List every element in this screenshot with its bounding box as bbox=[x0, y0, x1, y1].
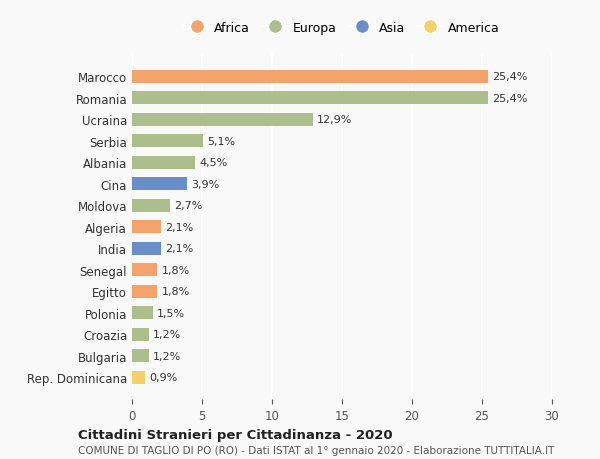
Legend: Africa, Europa, Asia, America: Africa, Europa, Asia, America bbox=[179, 17, 505, 39]
Text: 2,1%: 2,1% bbox=[166, 244, 194, 254]
Text: 1,5%: 1,5% bbox=[157, 308, 185, 318]
Bar bbox=[132, 221, 161, 234]
Text: 1,2%: 1,2% bbox=[153, 330, 181, 339]
Text: 25,4%: 25,4% bbox=[492, 94, 527, 104]
Bar bbox=[132, 263, 157, 276]
Text: 1,8%: 1,8% bbox=[161, 286, 190, 297]
Text: 2,1%: 2,1% bbox=[166, 222, 194, 232]
Text: 25,4%: 25,4% bbox=[492, 72, 527, 82]
Text: 3,9%: 3,9% bbox=[191, 179, 219, 189]
Bar bbox=[132, 157, 195, 169]
Bar bbox=[132, 178, 187, 191]
Bar bbox=[132, 199, 170, 212]
Bar bbox=[132, 307, 153, 319]
Text: 1,2%: 1,2% bbox=[153, 351, 181, 361]
Text: 5,1%: 5,1% bbox=[208, 136, 236, 146]
Bar bbox=[132, 371, 145, 384]
Bar bbox=[132, 113, 313, 127]
Bar bbox=[132, 242, 161, 255]
Text: 0,9%: 0,9% bbox=[149, 372, 177, 382]
Text: 2,7%: 2,7% bbox=[174, 201, 202, 211]
Bar bbox=[132, 349, 149, 362]
Bar bbox=[132, 285, 157, 298]
Bar bbox=[132, 135, 203, 148]
Text: 12,9%: 12,9% bbox=[317, 115, 352, 125]
Bar bbox=[132, 92, 488, 105]
Text: 4,5%: 4,5% bbox=[199, 158, 227, 168]
Text: COMUNE DI TAGLIO DI PO (RO) - Dati ISTAT al 1° gennaio 2020 - Elaborazione TUTTI: COMUNE DI TAGLIO DI PO (RO) - Dati ISTAT… bbox=[78, 446, 554, 455]
Text: Cittadini Stranieri per Cittadinanza - 2020: Cittadini Stranieri per Cittadinanza - 2… bbox=[78, 428, 392, 442]
Text: 1,8%: 1,8% bbox=[161, 265, 190, 275]
Bar bbox=[132, 328, 149, 341]
Bar bbox=[132, 71, 488, 84]
